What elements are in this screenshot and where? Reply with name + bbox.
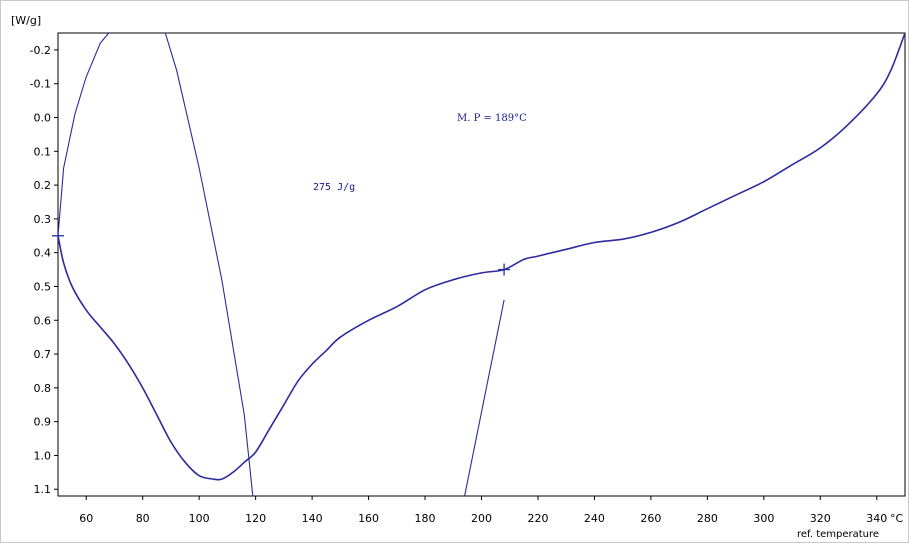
tangent-lines xyxy=(58,33,505,496)
markers-group xyxy=(52,229,511,276)
x-tick-label: 120 xyxy=(245,512,266,525)
x-tick-label: 200 xyxy=(471,512,492,525)
x-tick-label: 140 xyxy=(302,512,323,525)
tangent-line xyxy=(164,33,254,496)
annotation-melting-point: M. P = 189°C xyxy=(457,113,527,124)
x-tick-label: 100 xyxy=(189,512,210,525)
dsc-heat-flow-line xyxy=(58,33,905,481)
x-tick-label: 300 xyxy=(753,512,774,525)
y-axis: -0.2 -0.1 0.0 0.1 0.2 0.3 0.4 0.5 0.6 0.7 0.8 0.9 1.… xyxy=(30,44,58,496)
y-tick-label: 0.9 xyxy=(34,416,52,429)
y-tick-label: 0.1 xyxy=(34,145,52,158)
x-tick-label: 240 xyxy=(584,512,605,525)
x-axis: 60 80 100 120 140 160 180 200 220 240 260 280 300 320… xyxy=(79,496,887,525)
crosshair-marker xyxy=(52,229,64,242)
tangent-line xyxy=(464,299,505,496)
y-tick-label: 1.0 xyxy=(34,449,52,462)
x-tick-label: 160 xyxy=(358,512,379,525)
plot-area-border xyxy=(57,32,906,497)
x-unit-label: °C xyxy=(890,512,904,525)
y-tick-label: 0.5 xyxy=(34,280,52,293)
x-tick-label: 80 xyxy=(136,512,150,525)
y-tick-label: 0.7 xyxy=(34,348,52,361)
annotation-enthalpy: 275 J/g xyxy=(313,182,355,193)
series-group xyxy=(58,33,905,481)
x-tick-label: 220 xyxy=(527,512,548,525)
y-tick-label: 1.1 xyxy=(34,483,52,496)
x-tick-label: 320 xyxy=(810,512,831,525)
y-tick-label: -0.1 xyxy=(30,78,51,91)
y-unit-label: [W/g] xyxy=(11,14,41,27)
x-tick-label: 280 xyxy=(697,512,718,525)
y-tick-label: 0.2 xyxy=(34,179,52,192)
x-tick-label: 180 xyxy=(415,512,436,525)
x-axis-title: ref. temperature xyxy=(797,529,879,540)
y-tick-label: 0.0 xyxy=(34,111,52,124)
y-tick-label: -0.2 xyxy=(30,44,51,57)
x-tick-label: 260 xyxy=(640,512,661,525)
x-tick-label: 60 xyxy=(79,512,93,525)
x-tick-label: 340 xyxy=(866,512,887,525)
tangent-line xyxy=(58,33,110,236)
y-tick-label: 0.3 xyxy=(34,213,52,226)
y-tick-label: 0.8 xyxy=(34,382,52,395)
y-tick-label: 0.6 xyxy=(34,314,52,327)
y-tick-label: 0.4 xyxy=(34,247,52,260)
crosshair-marker xyxy=(498,263,511,276)
